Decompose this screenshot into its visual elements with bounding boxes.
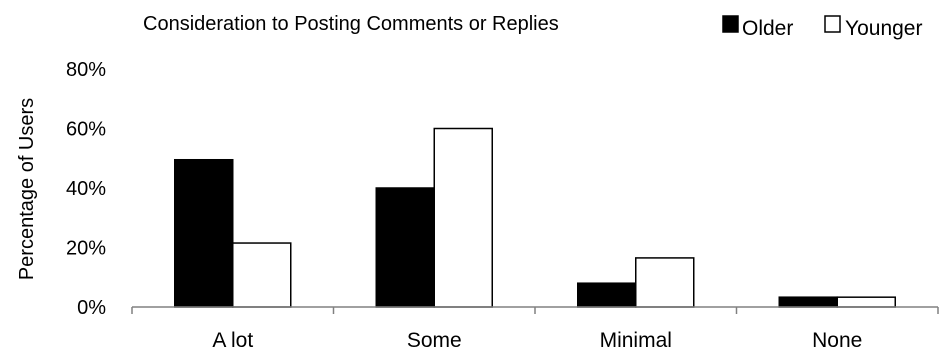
bar-older-minimal: [577, 282, 637, 308]
y-axis-ticks: 0% 20% 40% 60% 80%: [66, 59, 106, 319]
bar-older-some: [375, 187, 435, 308]
bar-older-a-lot: [174, 158, 234, 308]
x-category-label: Some: [407, 329, 462, 351]
bar-younger-a-lot: [232, 242, 292, 308]
legend: Older Younger: [722, 15, 922, 40]
legend-swatch-older: [722, 15, 739, 33]
y-tick-label: 80%: [66, 59, 106, 81]
y-tick-label: 60%: [66, 119, 106, 141]
x-category-label: A lot: [212, 329, 253, 351]
bar-younger-minimal: [635, 257, 695, 308]
x-axis: A lot Some Minimal None: [131, 306, 939, 351]
x-category-label: None: [812, 329, 862, 351]
bar-younger-none: [836, 296, 896, 308]
x-category-label: Minimal: [600, 329, 672, 351]
y-tick-label: 40%: [66, 178, 106, 200]
bars: [174, 127, 896, 308]
legend-swatch-younger: [824, 15, 841, 33]
chart-title: Consideration to Posting Comments or Rep…: [143, 13, 559, 35]
legend-label-younger: Younger: [845, 17, 922, 40]
legend-label-older: Older: [742, 17, 793, 40]
y-tick-label: 0%: [77, 297, 106, 319]
bar-younger-some: [433, 127, 493, 308]
y-axis-label: Percentage of Users: [16, 98, 38, 280]
y-tick-label: 20%: [66, 238, 106, 260]
bar-older-none: [778, 296, 838, 308]
